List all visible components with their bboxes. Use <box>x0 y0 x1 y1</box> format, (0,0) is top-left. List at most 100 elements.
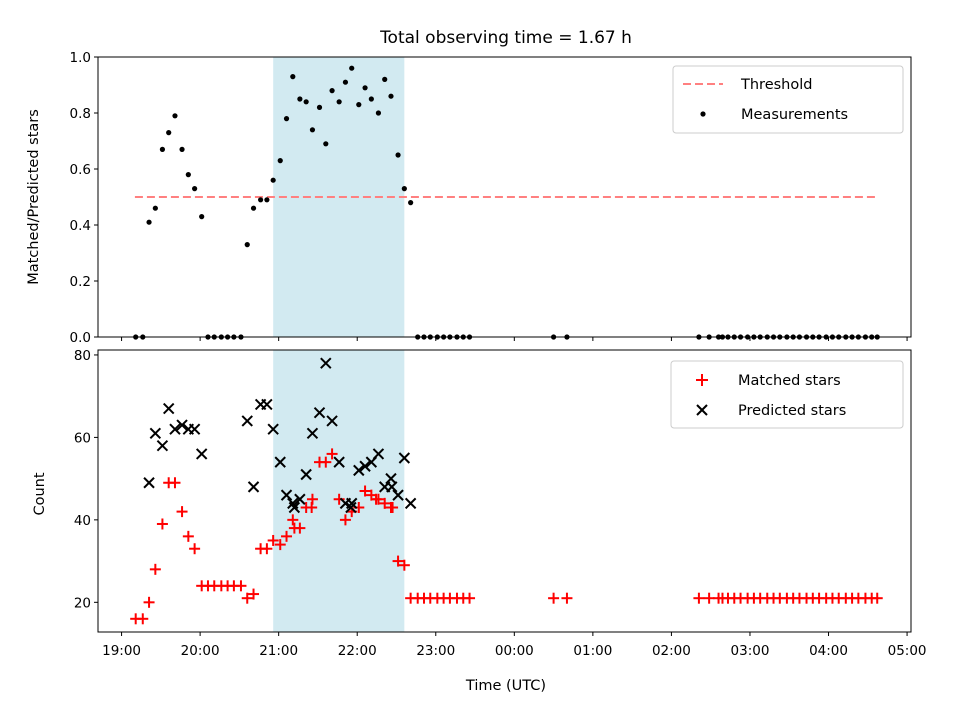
matched-star-point <box>143 596 155 608</box>
measurement-point <box>375 110 382 116</box>
top-y-tick-label: 0.6 <box>70 162 91 178</box>
top-legend-box <box>672 65 904 134</box>
matched-star-point <box>561 592 573 604</box>
bottom-y-axis-label: Count <box>32 472 48 515</box>
measurement-point <box>356 102 362 108</box>
predicted-star-point <box>386 481 398 493</box>
matched-star-point <box>288 522 300 534</box>
top-y-axis: 0.0 0.2 0.4 0.6 0.8 1.0 <box>70 50 98 346</box>
matched-star-point <box>703 592 715 604</box>
matched-star-point <box>137 613 149 625</box>
measurement-point <box>362 85 368 91</box>
matched-star-point <box>464 592 476 604</box>
predicted-star-point <box>267 423 279 435</box>
measurement-point <box>329 88 335 94</box>
predicted-star-point <box>247 481 260 493</box>
measurement-point <box>382 76 388 82</box>
measurement-point <box>401 186 407 192</box>
predicted-star-point <box>149 427 162 439</box>
predicted-star-point <box>306 427 319 439</box>
matched-star-point <box>169 477 181 489</box>
measurement-point <box>166 130 172 136</box>
measurements-legend-swatch <box>700 111 706 117</box>
matched-star-point <box>241 592 253 604</box>
predicted-star-point <box>294 493 306 505</box>
measurement-point <box>336 99 342 105</box>
matched-star-point <box>156 518 168 530</box>
predicted-star-point <box>241 415 253 427</box>
measurement-point <box>283 116 290 122</box>
legend-label-predicted: Predicted stars <box>738 403 846 419</box>
predicted-star-point <box>280 489 293 501</box>
predicted-star-point <box>398 452 411 464</box>
top-y-tick-label: 0.0 <box>70 330 91 346</box>
matched-star-point <box>281 530 293 542</box>
legend-label-measurements: Measurements <box>741 107 848 123</box>
x-tick-label: 04:00 <box>809 643 848 659</box>
measurement-point <box>159 146 166 152</box>
predicted-star-point <box>261 398 273 411</box>
predicted-star-point <box>392 489 404 501</box>
predicted-star-point <box>176 419 188 431</box>
chart-title: Total observing time = 1.67 h <box>379 28 632 48</box>
measurement-point <box>244 242 250 248</box>
matched-star-point <box>149 563 161 575</box>
measurement-point <box>408 200 414 206</box>
predicted-star-point <box>313 406 326 419</box>
top-y-tick-label: 0.8 <box>70 106 91 122</box>
top-legend: Threshold Measurements <box>672 65 904 134</box>
measurement-point <box>172 113 178 119</box>
measurement-point <box>264 197 270 203</box>
measurement-point <box>323 141 329 147</box>
measurement-point <box>297 96 303 102</box>
matched-star-point <box>306 501 318 513</box>
predicted-legend-swatch <box>696 404 708 416</box>
measurement-point <box>309 127 316 133</box>
measurement-point <box>316 104 323 110</box>
legend-label-matched: Matched stars <box>738 373 841 389</box>
matched-star-point <box>176 506 188 518</box>
measurement-point <box>258 197 264 203</box>
predicted-star-point <box>346 497 358 510</box>
matched-star-point <box>267 534 279 546</box>
predicted-star-point <box>162 402 175 415</box>
matched-star-point <box>871 592 883 604</box>
predicted-star-point <box>320 357 332 369</box>
x-tick-label: 02:00 <box>652 643 691 659</box>
top-y-tick-label: 1.0 <box>70 50 91 66</box>
observing-window-rect <box>273 350 405 632</box>
matched-star-point <box>370 493 382 505</box>
x-tick-label: 19:00 <box>102 643 141 659</box>
measurement-point <box>395 152 401 158</box>
top-plot-area <box>133 65 880 340</box>
x-tick-label: 20:00 <box>181 643 220 659</box>
predicted-star-point <box>345 501 357 514</box>
x-tick-label: 05:00 <box>888 643 927 659</box>
measurement-point <box>342 79 349 85</box>
measurement-point <box>185 172 191 178</box>
matched-star-point <box>392 555 404 567</box>
matched-star-point <box>320 456 332 468</box>
predicted-star-point <box>326 415 338 427</box>
matched-star-point <box>359 485 371 497</box>
measurement-point <box>192 186 198 192</box>
measurement-point <box>388 93 394 99</box>
measurement-point <box>277 158 283 164</box>
predicted-star-point <box>372 448 385 460</box>
bottom-axes-frame <box>97 349 912 633</box>
measurement-point <box>368 96 374 102</box>
measurement-point <box>146 219 152 225</box>
matched-star-point <box>248 588 260 600</box>
top-y-tick-label: 0.4 <box>70 218 91 234</box>
measurement-point <box>199 214 205 220</box>
matched-star-point <box>398 559 410 571</box>
observing-window-span-bottom <box>273 350 405 632</box>
matched-star-point <box>379 497 391 509</box>
x-tick-label: 22:00 <box>338 643 377 659</box>
bottom-y-tick-label: 80 <box>74 348 91 364</box>
predicted-star-point <box>353 464 365 477</box>
matched-star-point <box>333 493 345 505</box>
matched-star-point <box>548 592 560 604</box>
measurement-point <box>270 177 276 183</box>
matched-star-point <box>274 539 286 551</box>
